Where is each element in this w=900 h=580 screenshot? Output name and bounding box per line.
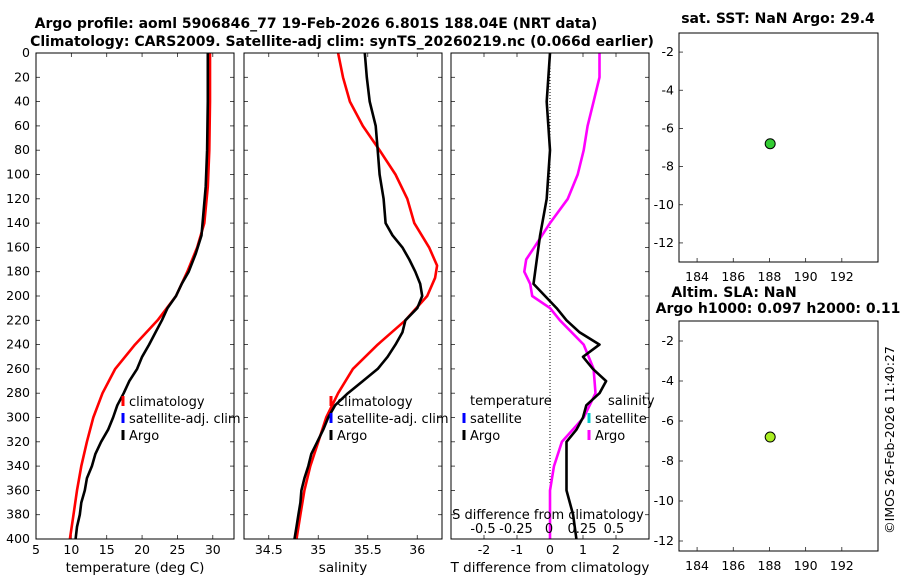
sla_map-x-tick-label: 190 — [794, 558, 818, 573]
depth-tick-label: 200 — [6, 288, 30, 303]
difference-legend-title-temperature: temperature — [470, 394, 552, 409]
sst_map-x-tick-label: 192 — [830, 269, 854, 284]
figure-title-line-1: Argo profile: aoml 5906846_77 19-Feb-202… — [35, 16, 598, 32]
temperature-x-tick-label: 15 — [99, 542, 115, 557]
sst_map-frame — [678, 32, 879, 263]
difference-top-tick-label: 0.5 — [604, 522, 625, 537]
difference-x-axis-label: T difference from climatology — [450, 560, 650, 576]
sla_map-y-tick-label: -10 — [654, 493, 674, 508]
sst-map-title: sat. SST: NaN Argo: 29.4 — [681, 11, 875, 27]
temperature-argo-line — [74, 53, 210, 540]
depth-tick-label: 160 — [6, 239, 30, 254]
sst_map-y-tick-label: -2 — [662, 44, 674, 59]
salinity-x-tick-label: 36 — [409, 542, 425, 557]
depth-tick-label: 300 — [6, 410, 30, 425]
sla_map-argo-position-marker — [764, 431, 776, 443]
temperature-x-tick-label: 30 — [205, 542, 221, 557]
temperature-legend-label: Argo — [129, 429, 159, 444]
depth-tick-label: 100 — [6, 167, 30, 182]
sla_map-y-tick-label: -8 — [662, 453, 675, 468]
difference-x-tick-label: 1 — [579, 542, 587, 557]
salinity-argo-line — [293, 52, 424, 540]
temperature-x-tick-label: 25 — [169, 542, 185, 557]
depth-tick-label: 220 — [6, 312, 30, 327]
difference-x-tick-label: 2 — [612, 542, 620, 557]
sst_map-x-tick-label: 190 — [794, 269, 818, 284]
depth-tick-label: 40 — [14, 94, 30, 109]
salinity-x-axis-label: salinity — [319, 560, 367, 576]
depth-tick-label: 180 — [6, 264, 30, 279]
salinity-climatology-line — [295, 52, 439, 540]
salinity-difference-line — [522, 53, 601, 539]
depth-tick-label: 360 — [6, 482, 30, 497]
salinity-x-tick-label: 34.5 — [255, 542, 283, 557]
difference-legend-label: Argo — [595, 429, 625, 444]
sst_map-x-tick-label: 184 — [685, 269, 709, 284]
difference-x-tick-label: -1 — [511, 542, 523, 557]
sla-map-subtitle: Argo h1000: 0.097 h2000: 0.11 — [656, 301, 900, 317]
salinity-legend-label: climatology — [337, 395, 413, 410]
salinity-legend-label: Argo — [337, 429, 367, 444]
sla_map-x-tick-label: 186 — [721, 558, 745, 573]
sla_map-x-tick-label: 188 — [758, 558, 782, 573]
temperature-x-tick-label: 20 — [134, 542, 150, 557]
temperature-climatology-line — [68, 53, 212, 540]
depth-tick-label: 60 — [14, 118, 30, 133]
sst_map-x-tick-label: 188 — [758, 269, 782, 284]
sla_map-x-tick-label: 184 — [685, 558, 709, 573]
difference-x-tick-label: 0 — [546, 542, 554, 557]
depth-tick-label: 0 — [22, 45, 30, 60]
difference-legend-label: satellite — [470, 412, 522, 427]
depth-tick-label: 20 — [14, 69, 30, 84]
temperature-x-tick-label: 10 — [63, 542, 79, 557]
sla_map-y-tick-label: -2 — [662, 333, 674, 348]
depth-tick-label: 340 — [6, 458, 30, 473]
temperature-x-axis-label: temperature (deg C) — [66, 560, 205, 576]
difference-top-tick-label: -0.25 — [499, 522, 533, 537]
temperature-panel-frame — [35, 52, 235, 540]
sla-map-title: Altim. SLA: NaN — [671, 285, 796, 301]
difference-legend-label: satellite — [595, 412, 647, 427]
sla_map-y-tick-label: -6 — [662, 413, 675, 428]
sst_map-argo-position-marker — [764, 138, 776, 150]
depth-tick-label: 240 — [6, 337, 30, 352]
difference-panel-frame — [450, 52, 650, 540]
difference-legend-title-salinity: salinity — [608, 394, 655, 409]
sst_map-y-tick-label: -10 — [654, 197, 674, 212]
timestamp-label: ©IMOS 26-Feb-2026 11:40:27 — [882, 346, 897, 534]
sst_map-y-tick-label: -4 — [662, 82, 675, 97]
sla_map-frame — [678, 320, 879, 552]
sst_map-x-tick-label: 186 — [721, 269, 745, 284]
salinity-x-tick-label: 35.5 — [354, 542, 382, 557]
depth-tick-label: 80 — [14, 142, 30, 157]
difference-legend-label: Argo — [470, 429, 500, 444]
difference-top-tick-label: 0 — [545, 522, 553, 537]
difference-top-tick-label: -0.5 — [470, 522, 495, 537]
difference-top-tick-label: 0.25 — [568, 522, 597, 537]
sla_map-y-tick-label: -12 — [654, 533, 674, 548]
sla_map-x-tick-label: 192 — [830, 558, 854, 573]
salinity-panel-frame — [243, 52, 443, 540]
sla_map-y-tick-label: -4 — [662, 373, 675, 388]
depth-tick-label: 140 — [6, 215, 30, 230]
sst_map-y-tick-label: -8 — [662, 159, 675, 174]
sst_map-y-tick-label: -6 — [662, 120, 675, 135]
depth-tick-label: 260 — [6, 361, 30, 376]
depth-tick-label: 380 — [6, 507, 30, 522]
temperature-difference-line — [532, 52, 608, 540]
temperature-legend-label: satellite-adj. clim — [129, 412, 241, 427]
temperature-x-tick-label: 5 — [32, 542, 40, 557]
figure-title-line-2: Climatology: CARS2009. Satellite-adj cli… — [30, 34, 654, 50]
sst_map-y-tick-label: -12 — [654, 235, 674, 250]
depth-tick-label: 280 — [6, 385, 30, 400]
depth-tick-label: 120 — [6, 191, 30, 206]
salinity-legend-label: satellite-adj. clim — [337, 412, 449, 427]
temperature-legend-label: climatology — [129, 395, 205, 410]
difference-x-tick-label: -2 — [478, 542, 490, 557]
depth-tick-label: 400 — [6, 531, 30, 546]
salinity-x-tick-label: 35 — [310, 542, 326, 557]
difference-top-axis-label: S difference from climatology — [452, 508, 644, 523]
depth-tick-label: 320 — [6, 434, 30, 449]
